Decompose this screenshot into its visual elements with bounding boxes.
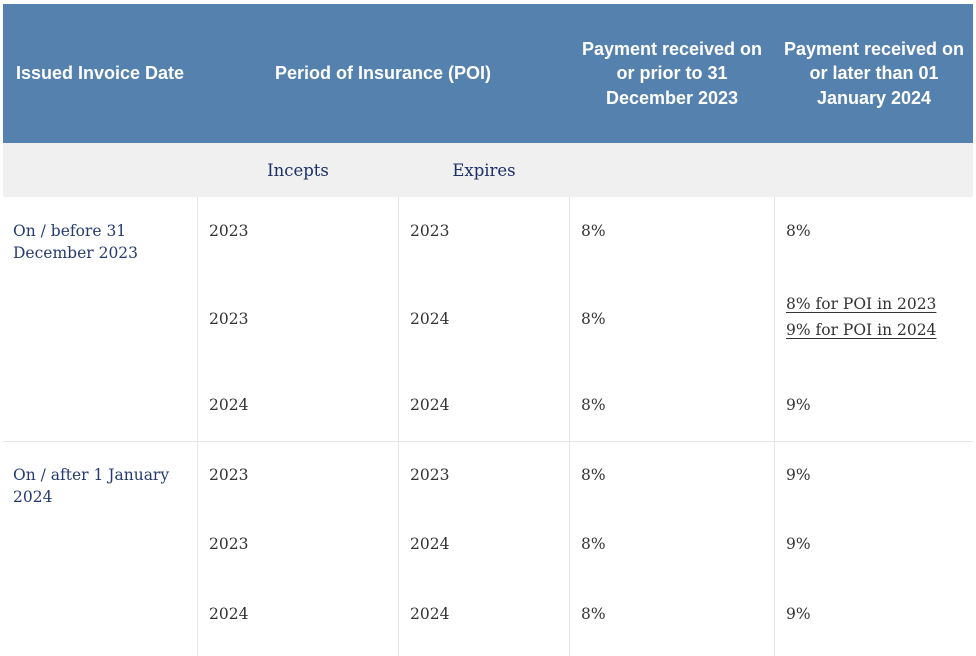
- cell-payment-prior: 8%: [581, 310, 606, 328]
- cell-payment-later: 8% for POI in 2023 9% for POI in 2024: [786, 291, 936, 343]
- cell-expires: 2024: [410, 605, 450, 623]
- header-payment-prior: Payment received on or prior to 31 Decem…: [581, 38, 763, 108]
- column-divider: [197, 197, 198, 656]
- header-payment-later: Payment received on or later than 01 Jan…: [783, 38, 965, 108]
- cell-incepts: 2023: [209, 535, 249, 553]
- cell-incepts: 2023: [209, 310, 249, 328]
- link-poi-2024-rate[interactable]: 9% for POI in 2024: [786, 321, 937, 339]
- cell-payment-later: 8%: [786, 222, 811, 240]
- column-divider: [569, 197, 570, 656]
- cell-expires: 2023: [410, 222, 450, 240]
- cell-payment-prior: 8%: [581, 466, 606, 484]
- cell-expires: 2024: [410, 310, 450, 328]
- header-period-of-insurance: Period of Insurance (POI): [274, 63, 492, 84]
- cell-incepts: 2024: [209, 605, 249, 623]
- cell-payment-prior: 8%: [581, 396, 606, 414]
- cell-payment-later: 9%: [786, 605, 811, 623]
- header-issued-invoice-date: Issued Invoice Date: [15, 63, 185, 84]
- subheader-incepts: Incepts: [267, 160, 329, 180]
- cell-expires: 2023: [410, 466, 450, 484]
- cell-payment-prior: 8%: [581, 222, 606, 240]
- cell-incepts: 2023: [209, 466, 249, 484]
- group-label-after-2024: On / after 1 January 2024: [13, 466, 170, 506]
- table-subheader: Incepts Expires: [3, 143, 973, 197]
- cell-incepts: 2023: [209, 222, 249, 240]
- subheader-expires: Expires: [452, 160, 516, 180]
- table-header: Issued Invoice Date Period of Insurance …: [3, 4, 973, 143]
- cell-expires: 2024: [410, 396, 450, 414]
- column-divider: [774, 197, 775, 656]
- group-divider: [3, 441, 973, 442]
- cell-expires: 2024: [410, 535, 450, 553]
- cell-payment-later: 9%: [786, 396, 811, 414]
- link-poi-2023-rate[interactable]: 8% for POI in 2023: [786, 295, 937, 313]
- cell-payment-later: 9%: [786, 466, 811, 484]
- cell-payment-prior: 8%: [581, 535, 606, 553]
- cell-payment-prior: 8%: [581, 605, 606, 623]
- cell-payment-later: 9%: [786, 535, 811, 553]
- cell-incepts: 2024: [209, 396, 249, 414]
- group-label-before-2024: On / before 31 December 2023: [13, 222, 139, 262]
- column-divider: [398, 197, 399, 656]
